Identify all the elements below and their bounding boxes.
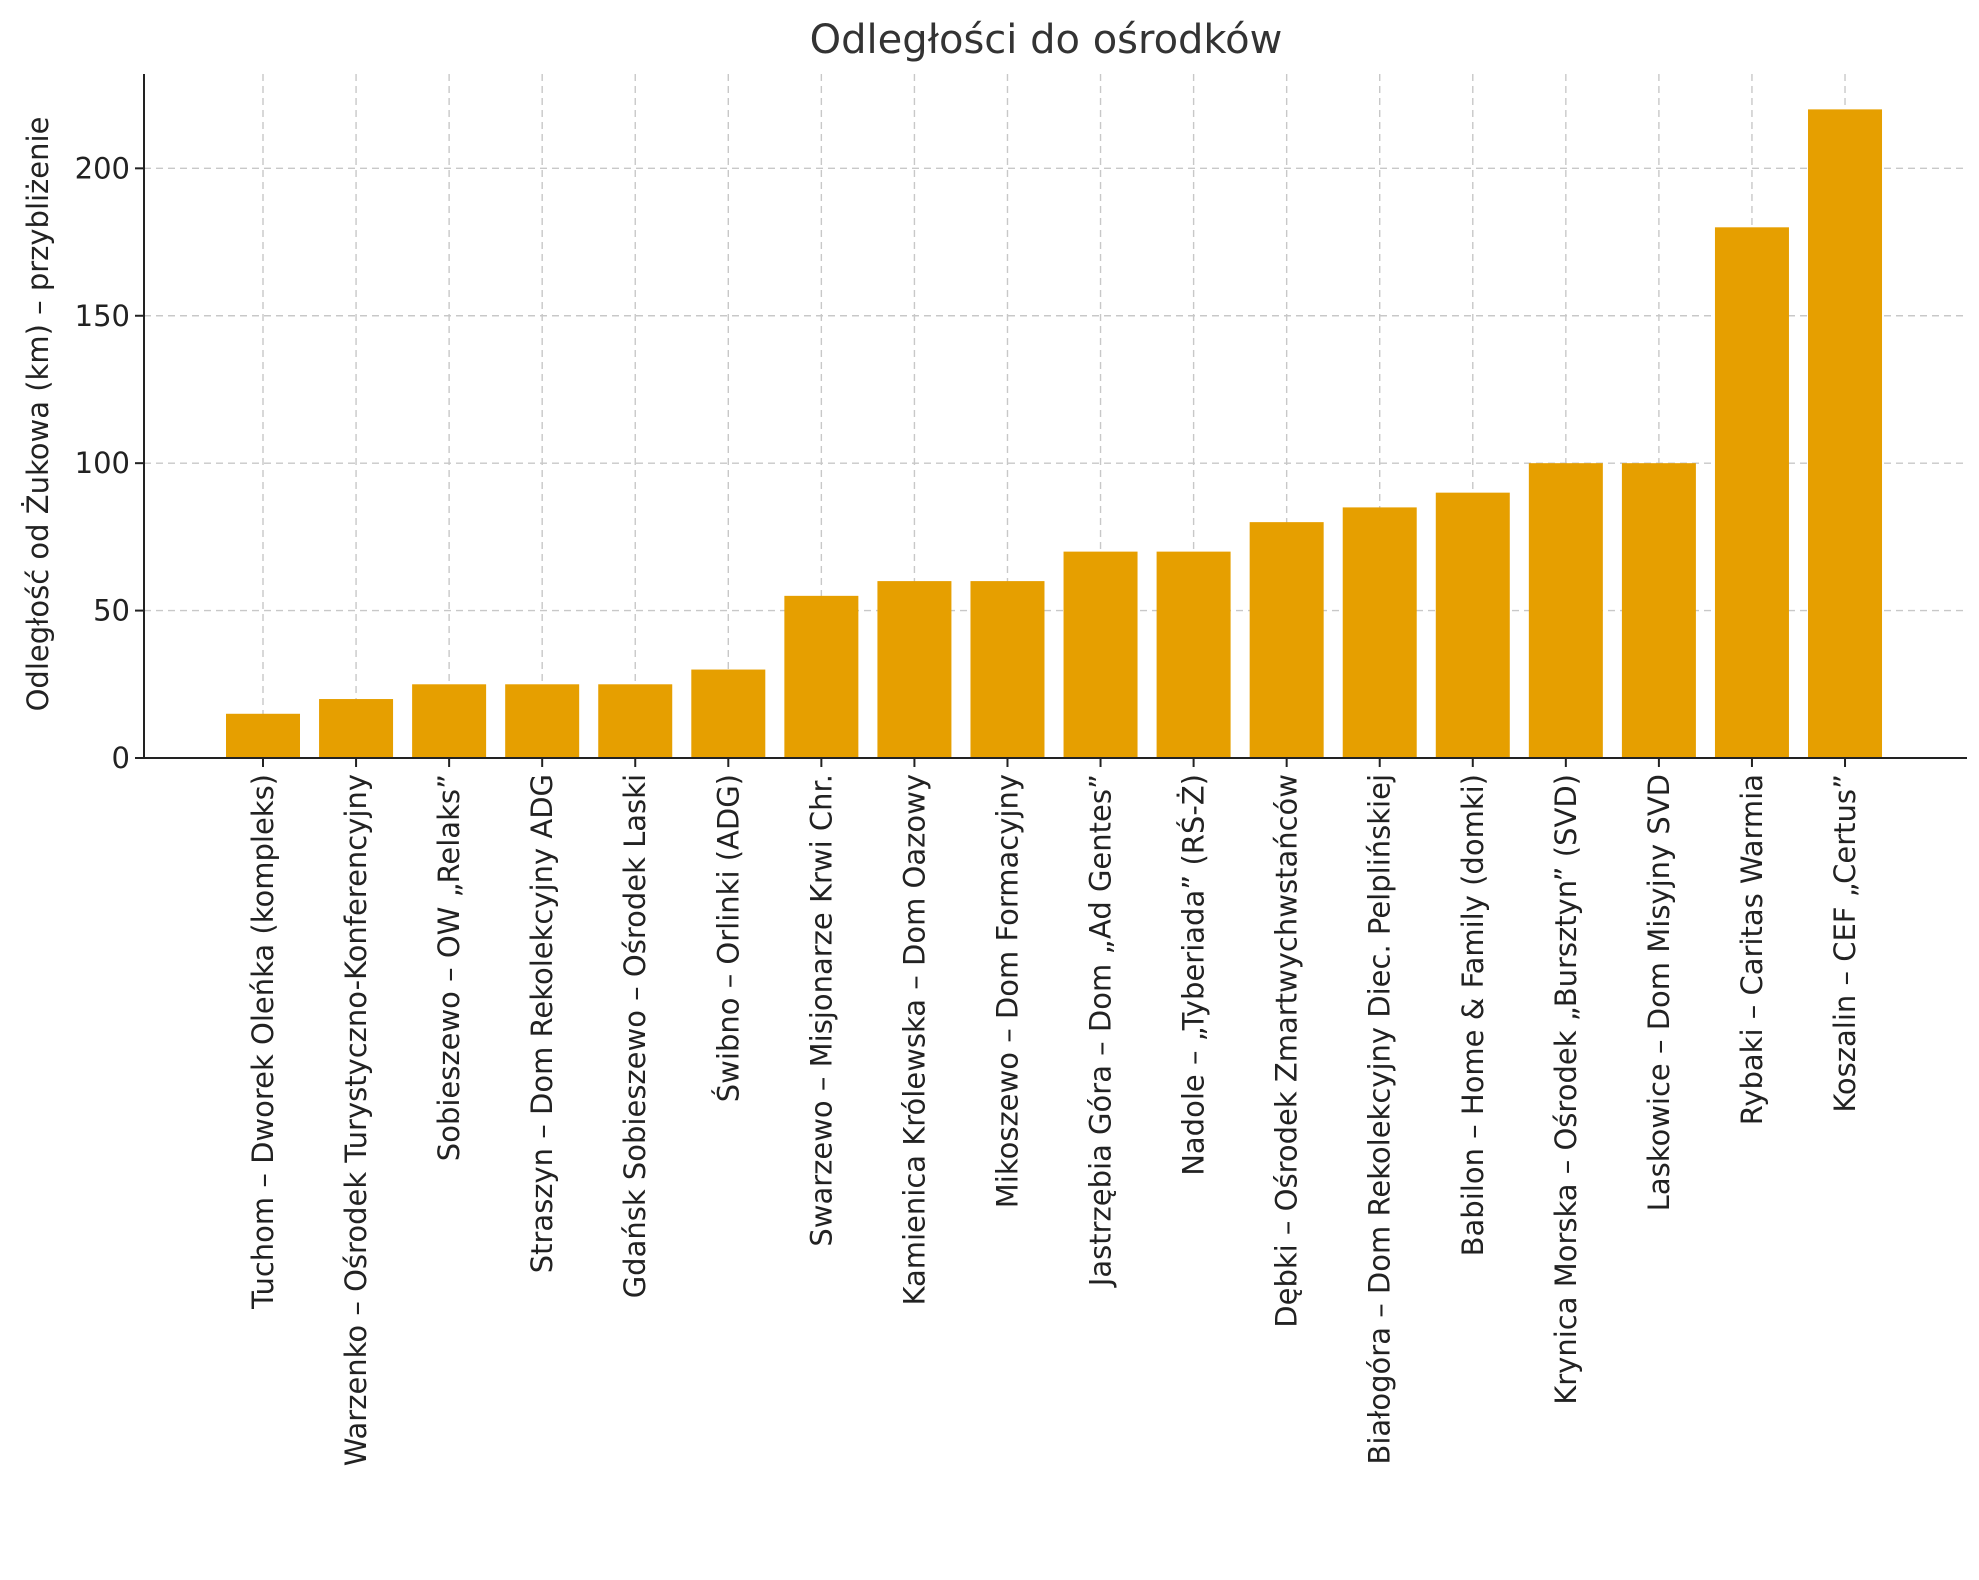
bar — [877, 581, 952, 758]
y-tick-label: 100 — [75, 446, 130, 480]
x-tick-label: Krynica Morska – Ośrodek „Bursztyn” (SVD… — [1549, 774, 1583, 1405]
bar — [505, 684, 580, 758]
bar — [1808, 109, 1883, 758]
bar — [1249, 522, 1324, 758]
bar — [319, 699, 394, 758]
bars — [226, 109, 1883, 758]
x-tick-label: Białogóra – Dom Rekolekcyjny Diec. Pelpl… — [1363, 774, 1397, 1465]
x-axis-ticks: Tuchom – Dworek Oleńka (kompleks) Warzenk… — [246, 758, 1862, 1466]
bar — [1621, 463, 1696, 758]
x-tick-label: Tuchom – Dworek Oleńka (kompleks) — [246, 774, 280, 1310]
x-tick-label: Świbno – Orlinki (ADG) — [711, 774, 745, 1102]
y-axis-label: Odległość od Żukowa (km) – przybliżenie — [21, 117, 55, 712]
chart-title: Odległości do ośrodków — [810, 17, 1283, 63]
x-tick-label: Babilon – Home & Family (domki) — [1456, 774, 1490, 1256]
y-tick-label: 0 — [112, 741, 130, 775]
bar — [1528, 463, 1603, 758]
x-tick-label: Dębki – Ośrodek Zmartwychwstańców — [1270, 774, 1304, 1328]
x-tick-label: Gdańsk Sobieszewo – Ośrodek Laski — [618, 774, 652, 1298]
bar — [1714, 227, 1789, 758]
bar — [1156, 551, 1231, 758]
x-tick-label: Swarzewo – Misjonarze Krwi Chr. — [804, 774, 838, 1247]
bar — [691, 669, 766, 758]
x-tick-label: Straszyn – Dom Rekolekcyjny ADG — [525, 774, 559, 1273]
bar — [1435, 492, 1510, 758]
x-tick-label: Nadole – „Tyberiada” (RŚ-Ż) — [1177, 774, 1211, 1176]
bar — [970, 581, 1045, 758]
bar — [1063, 551, 1138, 758]
y-axis-ticks: 0 50 100 150 200 — [75, 151, 144, 775]
x-tick-label: Jastrzębia Góra – Dom „Ad Gentes” — [1084, 774, 1118, 1288]
x-tick-label: Warzenko – Ośrodek Turystyczno-Konferenc… — [339, 774, 373, 1466]
bar — [1342, 507, 1417, 758]
x-tick-label: Kamienica Królewska – Dom Oazowy — [897, 774, 931, 1306]
bar — [784, 595, 859, 758]
x-tick-label: Koszalin – CEF „Certus” — [1828, 774, 1862, 1113]
bar — [226, 713, 300, 758]
x-tick-label: Rybaki – Caritas Warmia — [1735, 774, 1769, 1125]
bar — [412, 684, 487, 758]
bar — [598, 684, 673, 758]
x-tick-label: Sobieszewo – OW „Relaks” — [432, 774, 466, 1161]
y-tick-label: 200 — [75, 151, 130, 185]
x-tick-label: Laskowice – Dom Misyjny SVD — [1642, 774, 1676, 1211]
x-tick-label: Mikoszewo – Dom Formacyjny — [990, 774, 1024, 1208]
y-tick-label: 150 — [75, 299, 130, 333]
y-tick-label: 50 — [93, 594, 130, 628]
